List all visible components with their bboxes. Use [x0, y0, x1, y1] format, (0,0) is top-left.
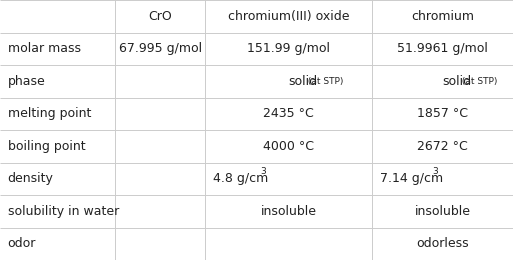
Text: 3: 3 [260, 167, 266, 176]
Text: insoluble: insoluble [261, 205, 317, 218]
Text: CrO: CrO [148, 10, 172, 23]
Text: (at STP): (at STP) [459, 77, 497, 86]
Text: 151.99 g/mol: 151.99 g/mol [247, 42, 330, 55]
Text: 67.995 g/mol: 67.995 g/mol [119, 42, 202, 55]
Text: 2672 °C: 2672 °C [417, 140, 468, 153]
Text: melting point: melting point [8, 107, 91, 120]
Text: 2435 °C: 2435 °C [263, 107, 314, 120]
Text: insoluble: insoluble [415, 205, 470, 218]
Text: solubility in water: solubility in water [8, 205, 119, 218]
Text: 7.14 g/cm: 7.14 g/cm [380, 172, 443, 185]
Text: odor: odor [8, 237, 36, 250]
Text: phase: phase [8, 75, 46, 88]
Text: boiling point: boiling point [8, 140, 85, 153]
Text: chromium(III) oxide: chromium(III) oxide [228, 10, 349, 23]
Text: solid: solid [442, 75, 471, 88]
Text: 1857 °C: 1857 °C [417, 107, 468, 120]
Text: 3: 3 [433, 167, 439, 176]
Text: molar mass: molar mass [8, 42, 81, 55]
Text: chromium: chromium [411, 10, 474, 23]
Text: odorless: odorless [416, 237, 469, 250]
Text: 4000 °C: 4000 °C [263, 140, 314, 153]
Text: 51.9961 g/mol: 51.9961 g/mol [397, 42, 488, 55]
Text: (at STP): (at STP) [305, 77, 343, 86]
Text: solid: solid [288, 75, 318, 88]
Text: 4.8 g/cm: 4.8 g/cm [213, 172, 268, 185]
Text: density: density [8, 172, 53, 185]
